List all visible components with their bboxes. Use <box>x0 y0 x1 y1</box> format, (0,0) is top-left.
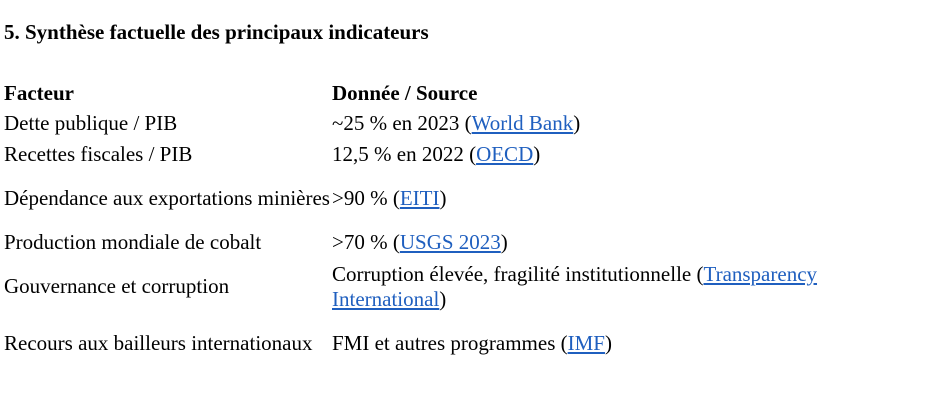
data-text: 12,5 % en 2022 ( <box>332 142 477 166</box>
source-link-imf[interactable]: IMF <box>567 331 605 355</box>
source-link-oecd[interactable]: OECD <box>476 142 534 166</box>
data-cell: FMI et autres programmes (IMF) <box>332 315 902 372</box>
header-data-source: Donnée / Source <box>332 80 478 105</box>
data-cell: >90 % (EITI) <box>332 170 902 227</box>
factor-cell: Dépendance aux exportations minières <box>4 186 330 210</box>
source-link-world-bank[interactable]: World Bank <box>471 111 574 135</box>
data-text-closing: ) <box>573 111 581 135</box>
data-cell: 12,5 % en 2022 (OECD) <box>332 139 902 170</box>
indicators-table: Facteur Donnée / Source Dette publique /… <box>4 78 902 372</box>
data-text: FMI et autres programmes ( <box>332 331 568 355</box>
data-text-closing: ) <box>533 142 541 166</box>
data-text-closing: ) <box>439 186 447 210</box>
data-cell: ~25 % en 2023 (World Bank) <box>332 108 902 139</box>
table-row: Recours aux bailleurs internationaux FMI… <box>4 315 902 372</box>
data-text: ~25 % en 2023 ( <box>332 111 472 135</box>
data-text-closing: ) <box>439 286 447 311</box>
table-header-row: Facteur Donnée / Source <box>4 78 902 108</box>
data-text: >90 % ( <box>332 186 400 210</box>
table-row: Gouvernance et corruption Corruption éle… <box>4 258 902 315</box>
header-factor: Facteur <box>4 80 74 105</box>
source-link-eiti[interactable]: EITI <box>399 186 440 210</box>
source-link-transparency-international[interactable]: Transparency International <box>332 261 818 311</box>
table-row: Dépendance aux exportations minières >90… <box>4 170 902 227</box>
table-row: Production mondiale de cobalt >70 % (USG… <box>4 227 902 258</box>
data-cell: >70 % (USGS 2023) <box>332 227 902 258</box>
factor-cell: Recettes fiscales / PIB <box>4 142 193 166</box>
data-cell: Corruption élevée, fragilité institution… <box>332 258 902 315</box>
table-row: Dette publique / PIB ~25 % en 2023 (Worl… <box>4 108 902 139</box>
factor-cell: Recours aux bailleurs internationaux <box>4 331 313 355</box>
section-title: 5. Synthèse factuelle des principaux ind… <box>4 20 429 44</box>
source-link-usgs[interactable]: USGS 2023 <box>399 230 501 254</box>
factor-cell: Gouvernance et corruption <box>4 274 230 298</box>
data-text-closing: ) <box>500 230 508 254</box>
table-row: Recettes fiscales / PIB 12,5 % en 2022 (… <box>4 139 902 170</box>
data-text: >70 % ( <box>332 230 400 254</box>
factor-cell: Dette publique / PIB <box>4 111 178 135</box>
data-text-closing: ) <box>604 331 612 355</box>
factor-cell: Production mondiale de cobalt <box>4 230 262 254</box>
data-text: Corruption élevée, fragilité institution… <box>332 261 704 286</box>
